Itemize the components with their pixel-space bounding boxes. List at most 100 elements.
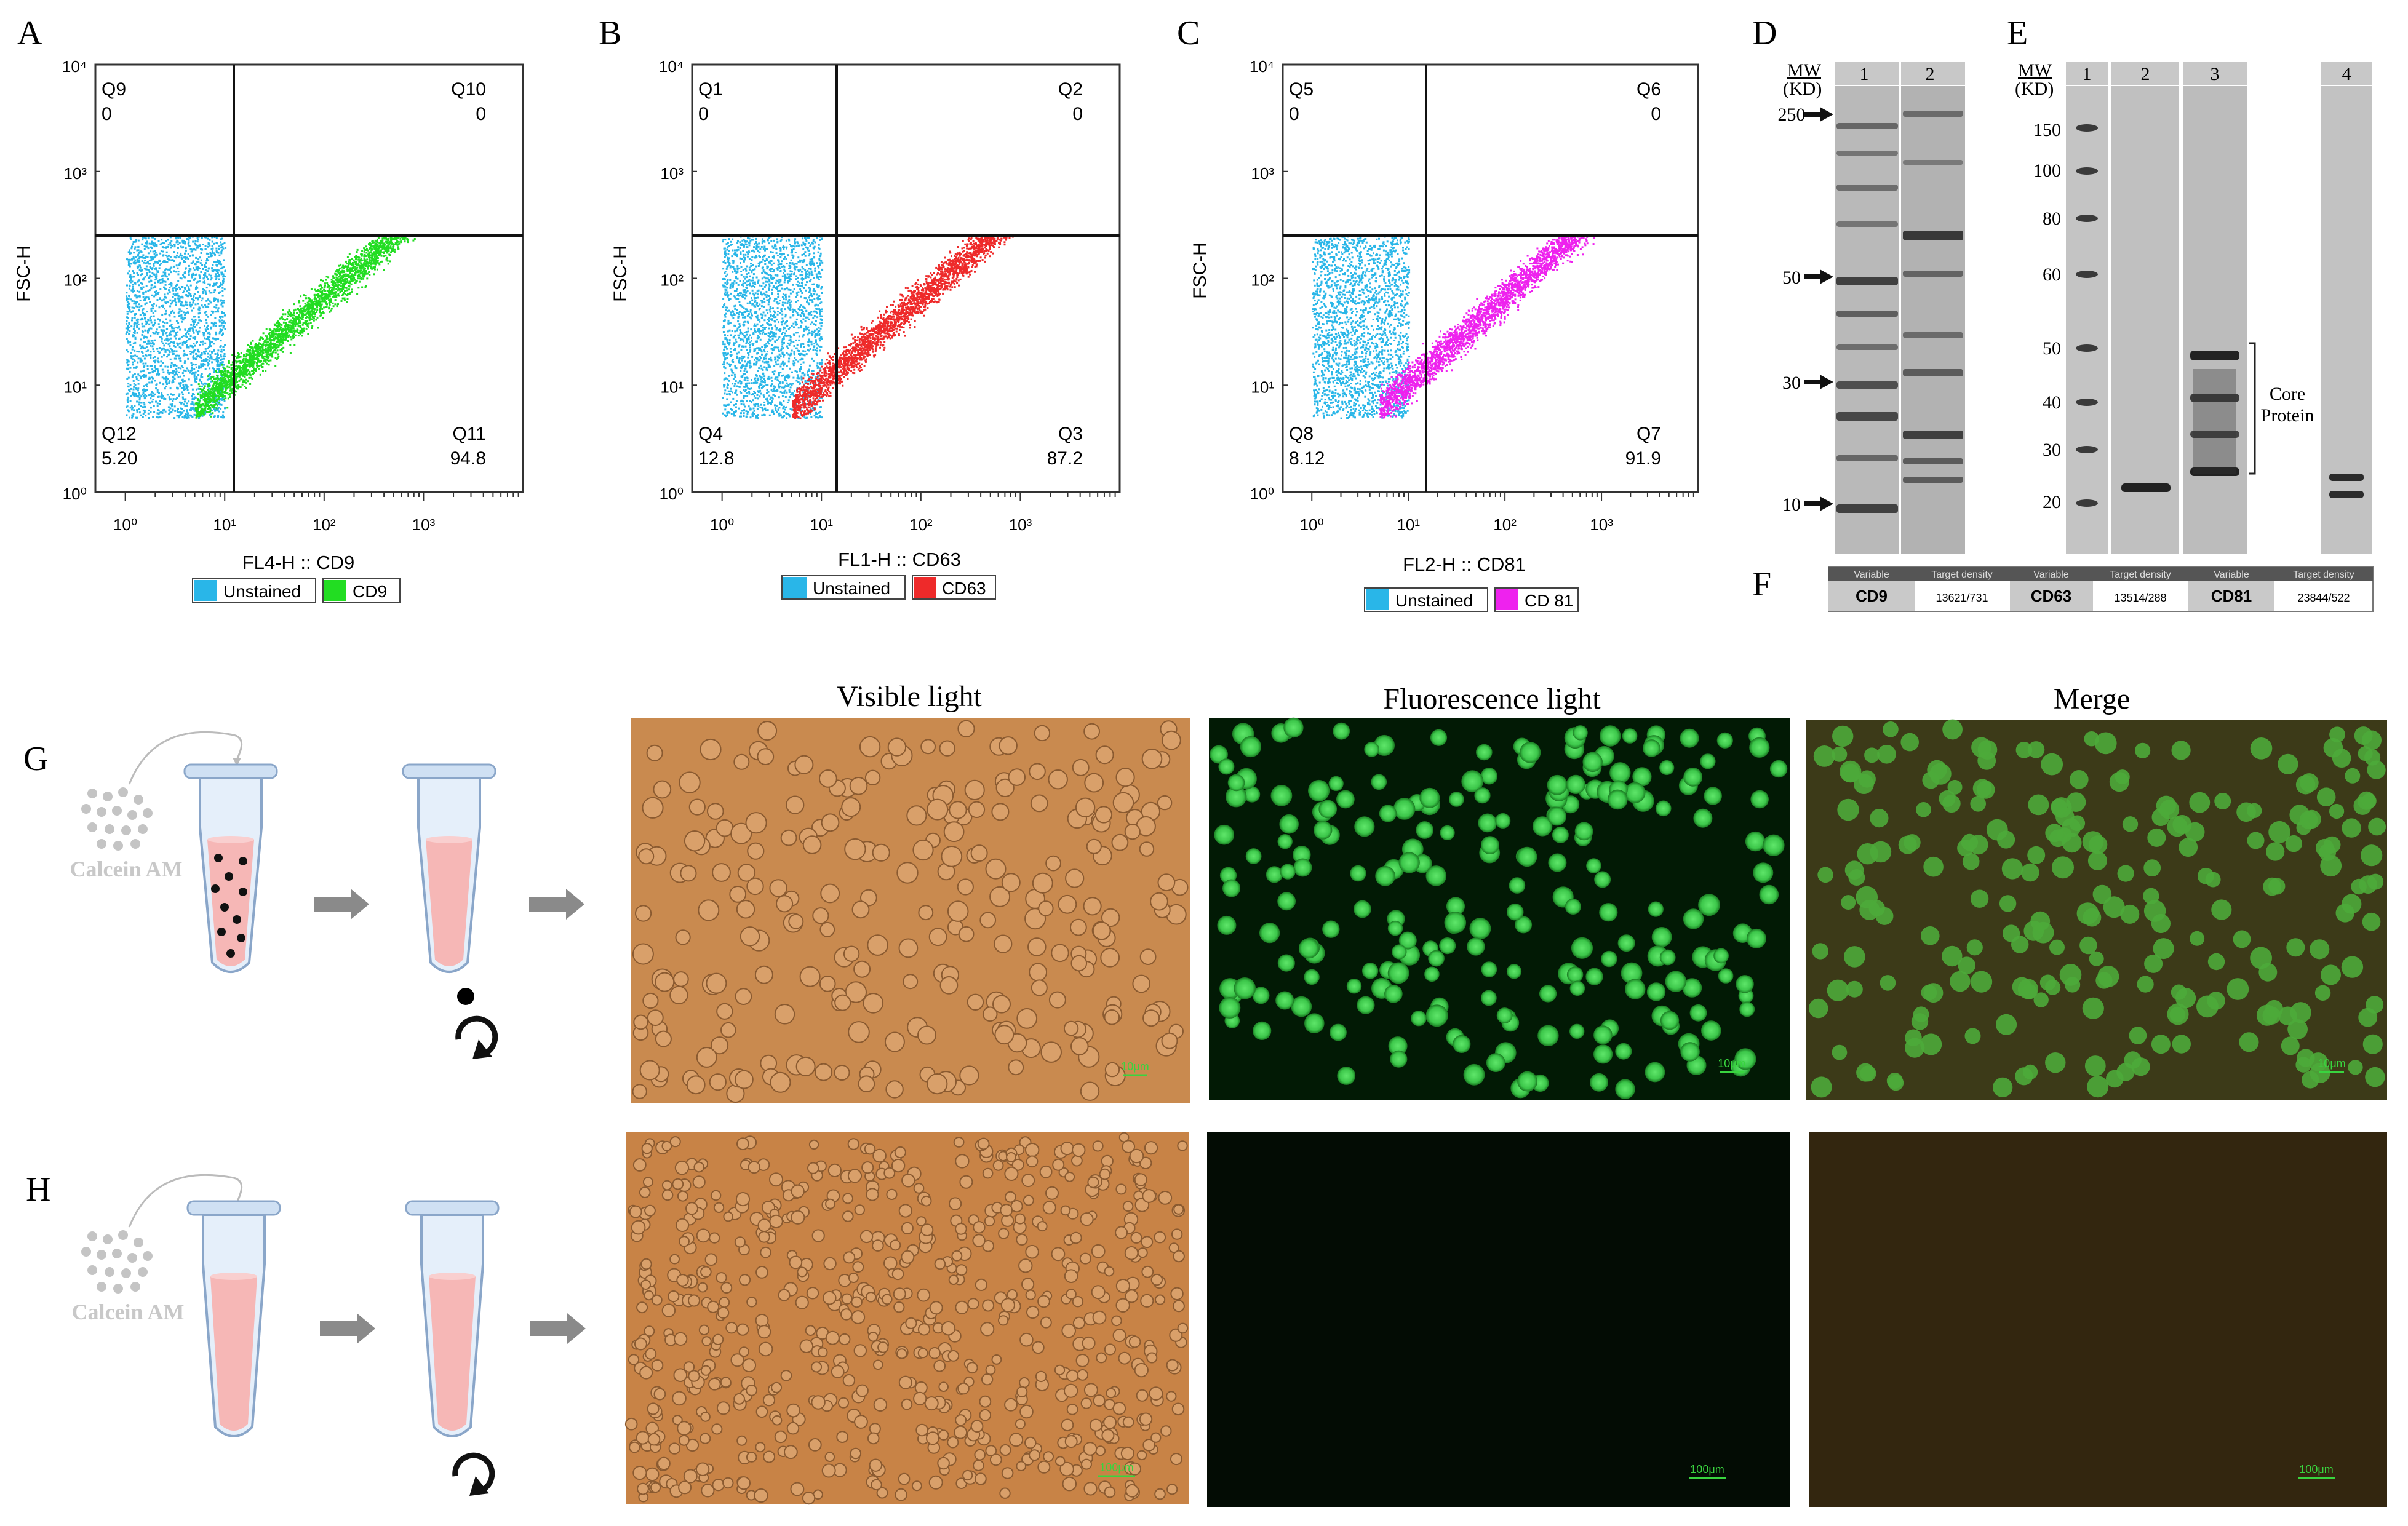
scatter-point	[200, 395, 202, 397]
scatter-point	[171, 351, 173, 353]
scatter-point	[173, 378, 176, 380]
scatter-point	[191, 274, 193, 277]
scatter-point	[257, 350, 259, 352]
scatter-point	[221, 399, 223, 401]
scatter-point	[159, 243, 162, 245]
scatter-point	[217, 415, 220, 417]
scatter-point	[217, 416, 219, 418]
scatter-point	[192, 330, 194, 332]
scatter-point	[193, 307, 195, 309]
scatter-point	[167, 258, 169, 260]
scatter-point	[220, 351, 223, 353]
scatter-point	[152, 332, 154, 333]
scatter-point	[151, 345, 154, 348]
scatter-point	[219, 330, 221, 333]
scatter-point	[144, 257, 146, 259]
scatter-point	[363, 257, 365, 260]
scatter-point	[369, 244, 371, 246]
scatter-point	[136, 410, 138, 413]
scatter-point	[770, 277, 773, 280]
scatter-point	[212, 337, 214, 340]
scatter-point	[204, 328, 207, 331]
scatter-point	[167, 340, 169, 342]
scatter-point	[219, 371, 221, 373]
scatter-point	[220, 403, 223, 406]
scatter-point	[205, 260, 208, 262]
scatter-point	[314, 313, 316, 316]
scatter-point	[385, 255, 387, 257]
scatter-point	[141, 260, 143, 262]
scatter-point	[235, 381, 237, 384]
scatter-point	[391, 237, 394, 240]
scatter-point	[380, 253, 382, 256]
scatter-point	[375, 244, 377, 246]
scatter-point	[177, 367, 180, 369]
scatter-point	[209, 252, 212, 254]
scatter-point	[263, 355, 266, 357]
scatter-point	[169, 399, 171, 401]
scatter-point	[192, 357, 194, 360]
scatter-point	[156, 368, 159, 370]
scatter-point	[337, 303, 339, 306]
scatter-point	[213, 261, 216, 263]
scatter-point	[213, 323, 215, 325]
scatter-point	[404, 240, 406, 243]
scatter-point	[127, 376, 130, 379]
scatter-point	[136, 395, 138, 397]
scatter-point	[193, 354, 195, 357]
scatter-point	[340, 270, 343, 272]
scatter-point	[356, 251, 358, 253]
scatter-point	[165, 247, 167, 249]
scatter-point	[312, 308, 314, 310]
scatter-point	[153, 350, 155, 352]
scatter-point	[193, 406, 195, 408]
scatter-point	[172, 394, 174, 396]
scatter-point	[180, 314, 182, 317]
scatter-point	[173, 244, 175, 245]
scatter-point	[374, 247, 377, 249]
scatter-point	[213, 297, 216, 300]
scatter-point	[196, 237, 199, 239]
scatter-point	[194, 274, 197, 276]
scatter-point	[137, 267, 139, 269]
scatter-point	[368, 260, 370, 262]
scatter-point	[162, 371, 165, 373]
scatter-point	[197, 298, 199, 301]
scatter-point	[277, 346, 280, 348]
scatter-point	[311, 325, 314, 327]
scatter-point	[169, 351, 171, 353]
scatter-point	[140, 395, 143, 398]
scatter-point	[297, 317, 300, 319]
scatter-point	[146, 389, 148, 391]
scatter-point	[196, 281, 198, 284]
scatter-point	[191, 351, 193, 354]
scatter-point	[263, 357, 266, 360]
scatter-point	[133, 395, 135, 397]
scatter-point	[730, 334, 732, 336]
scatter-point	[182, 246, 185, 248]
scatter-point	[197, 333, 199, 335]
scatter-point	[200, 357, 202, 359]
scatter-point	[383, 246, 386, 248]
scatter-point	[358, 264, 361, 267]
scatter-point	[324, 295, 327, 296]
scatter-point	[298, 325, 300, 328]
scatter-point	[321, 285, 322, 287]
scatter-point	[249, 374, 252, 376]
scatter-point	[150, 279, 152, 282]
scatter-point	[151, 272, 154, 274]
scatter-point	[313, 319, 315, 322]
scatter-point	[724, 316, 727, 318]
scatter-point	[360, 253, 362, 256]
scatter-point	[730, 244, 732, 246]
scatter-point	[341, 297, 344, 300]
scatter-point	[184, 405, 186, 407]
scatter-point	[215, 278, 217, 280]
scatter-point	[161, 392, 163, 394]
scatter-point	[349, 259, 351, 261]
scatter-point	[168, 334, 170, 336]
scatter-point	[249, 364, 252, 367]
scatter-point	[388, 253, 391, 256]
scatter-point	[217, 298, 219, 301]
scatter-point	[150, 308, 153, 310]
